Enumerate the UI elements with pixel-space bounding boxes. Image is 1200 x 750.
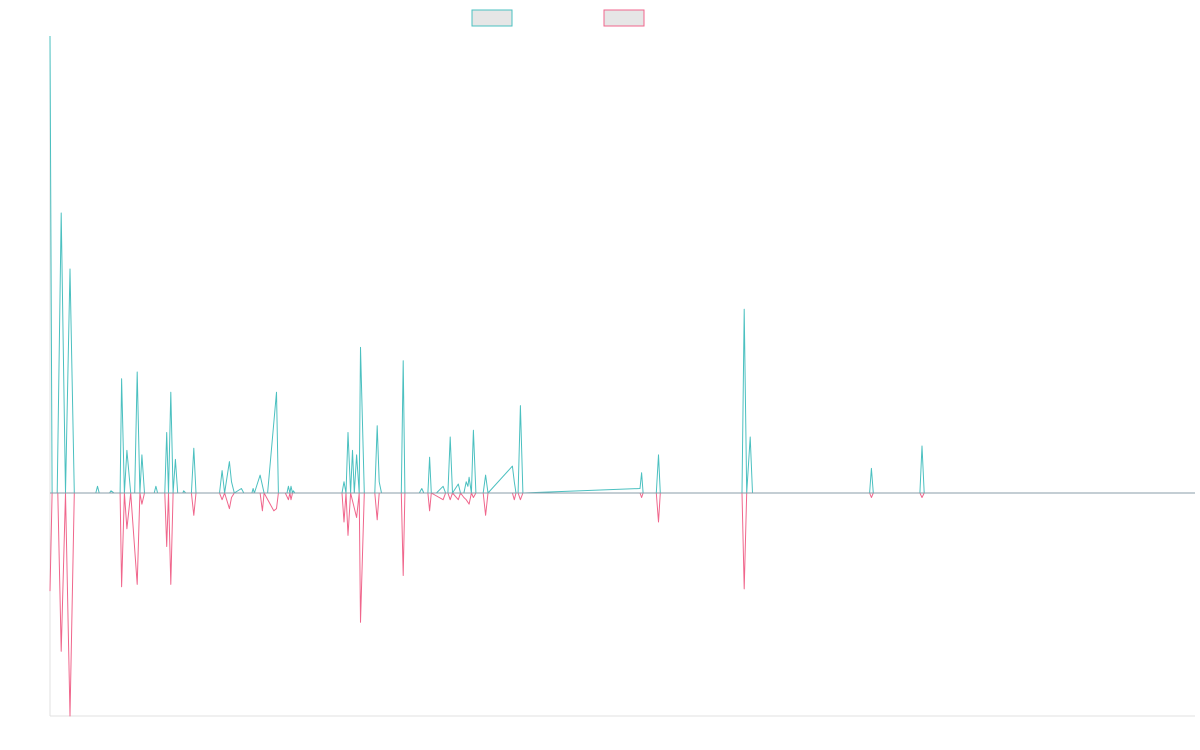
series-layer — [49, 35, 1195, 717]
legend-swatch-series-1[interactable] — [471, 9, 513, 27]
series-line-1 — [49, 35, 1195, 494]
legend-swatch-series-2[interactable] — [603, 9, 645, 27]
series-line-2 — [49, 492, 1195, 717]
legend[interactable] — [471, 9, 645, 27]
